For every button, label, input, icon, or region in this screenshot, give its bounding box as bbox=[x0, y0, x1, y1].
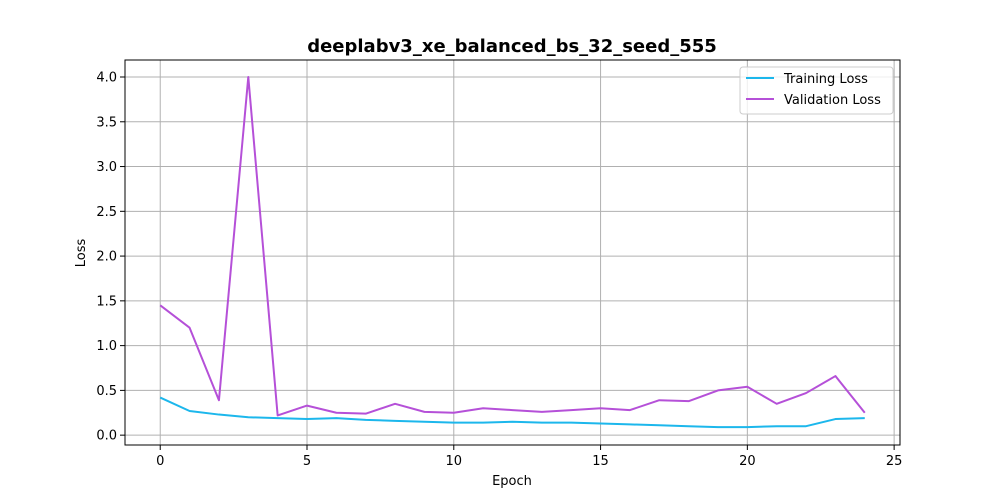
y-axis-ticks: 0.0 0.5 1.0 1.5 2.0 2.5 3.0 3.5 4.0 bbox=[96, 71, 125, 444]
x-tick-label: 15 bbox=[592, 454, 609, 469]
y-tick-label: 3.5 bbox=[96, 115, 117, 130]
y-tick-label: 1.0 bbox=[96, 339, 117, 354]
legend-label-validation-loss: Validation Loss bbox=[784, 93, 881, 108]
y-tick-label: 0.0 bbox=[96, 429, 117, 444]
x-axis-label: Epoch bbox=[492, 474, 532, 489]
x-tick-label: 10 bbox=[446, 454, 463, 469]
y-tick-label: 1.5 bbox=[96, 294, 117, 309]
y-tick-label: 4.0 bbox=[96, 71, 117, 86]
y-tick-label: 0.5 bbox=[96, 384, 117, 399]
y-axis-label: Loss bbox=[74, 239, 89, 268]
y-tick-label: 2.5 bbox=[96, 205, 117, 220]
series-lines bbox=[159, 76, 866, 429]
legend-box bbox=[739, 66, 894, 115]
x-axis-ticks: 0 5 10 15 20 25 bbox=[156, 445, 902, 469]
series-line-training-loss bbox=[159, 396, 865, 429]
series-line-validation-loss bbox=[159, 76, 866, 417]
x-tick-label: 25 bbox=[886, 454, 903, 469]
x-tick-label: 20 bbox=[739, 454, 756, 469]
y-tick-label: 2.0 bbox=[96, 250, 117, 265]
y-tick-label: 3.0 bbox=[96, 160, 117, 175]
chart-title: deeplabv3_xe_balanced_bs_32_seed_555 bbox=[307, 36, 717, 57]
legend: Training Loss Validation Loss bbox=[739, 66, 894, 115]
plot-frame bbox=[124, 59, 901, 446]
legend-label-training-loss: Training Loss bbox=[783, 72, 868, 87]
grid bbox=[125, 60, 900, 445]
x-tick-label: 5 bbox=[303, 454, 311, 469]
x-tick-label: 0 bbox=[156, 454, 164, 469]
